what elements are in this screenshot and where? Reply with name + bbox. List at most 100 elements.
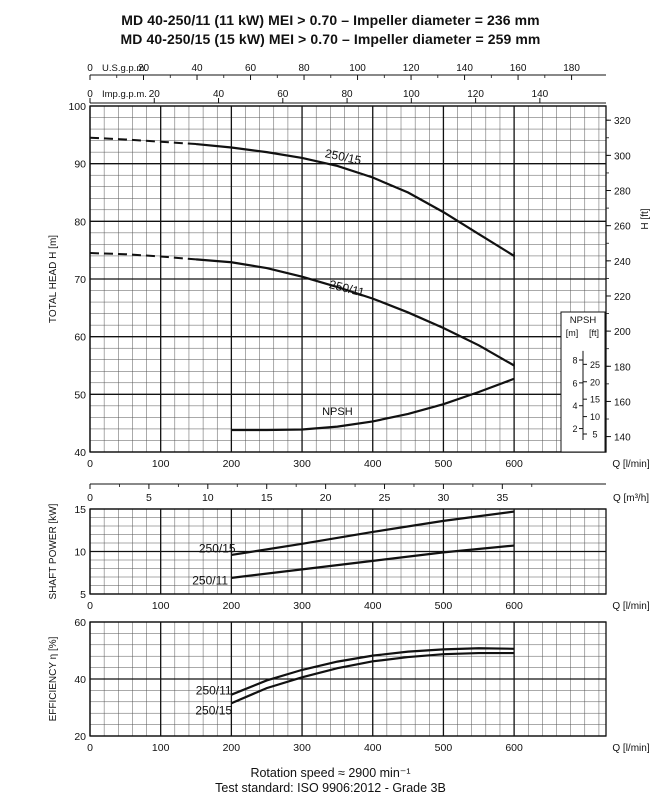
label-efficiency-250-15: 250/15 [195,703,232,717]
head-ft-tick-label: 180 [614,362,631,373]
head-x-axis-label: Q [l/min] [612,459,649,470]
m3h-tick-label: 5 [146,492,152,504]
impgpm-tick-label: 40 [213,89,225,100]
power-x-tick-label: 0 [87,600,93,612]
head-ft-axis-label: H [ft] [640,208,651,229]
npsh-m-tick-label: 8 [572,356,577,366]
head-y-tick-label: 60 [74,332,86,344]
efficiency-x-tick-label: 400 [364,742,382,754]
head-x-tick-label: 300 [293,458,311,470]
curve-npsh [231,377,515,432]
head-ft-tick-label: 280 [614,187,631,198]
npsh-ft-tick-label: 20 [590,377,600,387]
test-standard-note: Test standard: ISO 9906:2012 - Grade 3B [215,781,446,795]
npsh-ft-tick-label: 15 [590,395,600,405]
usgpm-tick-label: 60 [245,63,257,74]
m3h-tick-label: 30 [438,492,450,504]
curve-head-250-15-dashed [89,136,197,146]
efficiency-x-tick-label: 100 [152,742,170,754]
m3h-tick-label: 15 [261,492,273,504]
label-npsh: NPSH [322,406,353,418]
power-plot-frame [89,508,607,595]
power-x-tick-label: 400 [364,600,382,612]
chart-title-line-1: MD 40-250/11 (11 kW) MEI > 0.70 – Impell… [121,12,540,28]
power-y-axis-label: SHAFT POWER [kW] [48,503,59,599]
label-power-250-11: 250/11 [192,574,228,588]
usgpm-tick-label: 120 [403,63,420,74]
head-x-tick-label: 200 [223,458,241,470]
impgpm-tick-label: 20 [149,89,161,100]
head-y-tick-label: 50 [74,389,86,401]
head-y-tick-label: 80 [74,216,86,228]
efficiency-y-tick-label: 40 [74,674,86,686]
power-x-tick-label: 200 [223,600,241,612]
efficiency-y-axis-label: EFFICIENCY η [%] [48,636,59,721]
efficiency-y-tick-label: 60 [74,617,86,629]
efficiency-x-tick-label: 600 [505,742,523,754]
npsh-m-tick-label: 6 [572,378,577,388]
curve-head-250-11 [195,258,515,367]
curve-head-250-11-dashed [89,252,197,261]
efficiency-y-tick-label: 20 [74,731,86,743]
npsh-ft-tick-label: 25 [590,360,600,370]
npsh-box-unit-ft: [ft] [589,328,599,338]
usgpm-tick-label: 0 [87,63,93,74]
m3h-tick-label: 20 [320,492,332,504]
power-x-tick-label: 600 [505,600,523,612]
efficiency-x-axis-label: Q [l/min] [612,743,649,754]
head-y-tick-label: 90 [74,159,86,171]
curve-power-250-11 [231,544,515,579]
usgpm-axis-label: U.S.g.p.m. [102,63,147,74]
efficiency-plot-frame [89,621,607,737]
head-ft-tick-label: 320 [614,116,631,127]
chart-title-line-2: MD 40-250/15 (15 kW) MEI > 0.70 – Impell… [120,31,541,47]
power-x-tick-label: 100 [152,600,170,612]
npsh-ft-tick-label: 10 [590,412,600,422]
head-x-tick-label: 0 [87,458,93,470]
head-y-tick-label: 70 [74,274,86,286]
head-x-tick-label: 100 [152,458,170,470]
head-x-tick-label: 500 [435,458,453,470]
label-power-250-15: 250/15 [199,541,236,555]
impgpm-tick-label: 60 [277,89,289,100]
efficiency-x-tick-label: 200 [223,742,241,754]
head-x-tick-label: 600 [505,458,523,470]
efficiency-x-tick-label: 300 [293,742,311,754]
npsh-m-tick-label: 2 [572,424,577,434]
head-ft-tick-label: 300 [614,151,631,162]
impgpm-tick-label: 120 [467,89,484,100]
curve-efficiency-250-11 [230,647,515,696]
usgpm-tick-label: 180 [563,63,580,74]
m3h-tick-label: 0 [87,492,93,504]
npsh-m-tick-label: 4 [572,401,577,411]
m3h-axis-label: Q [m³/h] [613,493,649,504]
power-y-tick-label: 10 [74,547,86,559]
head-y-axis-label: TOTAL HEAD H [m] [48,235,59,323]
power-x-tick-label: 300 [293,600,311,612]
usgpm-tick-label: 100 [349,63,366,74]
head-y-tick-label: 40 [74,447,86,459]
m3h-tick-label: 35 [496,492,508,504]
head-ft-tick-label: 140 [614,433,631,444]
usgpm-tick-label: 160 [510,63,527,74]
head-ft-tick-label: 240 [614,257,631,268]
head-x-tick-label: 400 [364,458,382,470]
m3h-tick-label: 10 [202,492,214,504]
impgpm-axis-label: Imp.g.p.m. [102,89,147,100]
usgpm-tick-label: 20 [138,63,150,74]
impgpm-tick-label: 100 [403,89,420,100]
efficiency-x-tick-label: 0 [87,742,93,754]
power-x-tick-label: 500 [435,600,453,612]
power-x-axis-label: Q [l/min] [612,601,649,612]
power-y-tick-label: 5 [80,589,86,601]
impgpm-tick-label: 0 [87,89,93,100]
curve-efficiency-250-15 [230,651,515,705]
impgpm-tick-label: 80 [342,89,354,100]
usgpm-tick-label: 40 [191,63,203,74]
head-y-tick-label: 100 [68,101,86,113]
curve-head-250-15 [195,142,515,257]
rotation-speed-note: Rotation speed ≈ 2900 min⁻¹ [250,766,411,780]
curve-power-250-15 [231,510,515,556]
efficiency-x-tick-label: 500 [435,742,453,754]
